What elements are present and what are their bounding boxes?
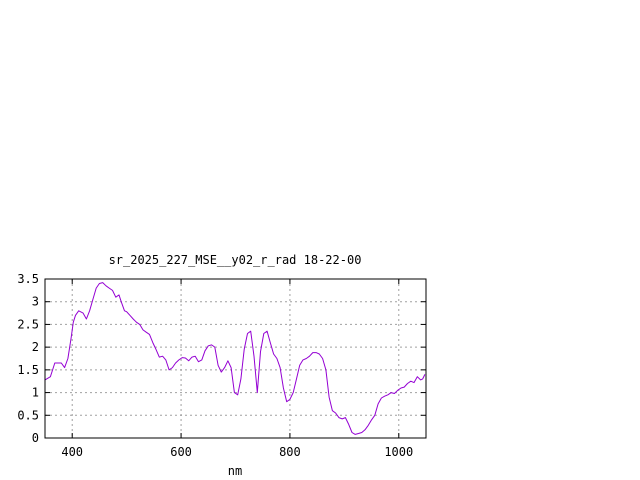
y-tick-label: 2.5 <box>17 317 39 331</box>
grid <box>45 279 426 438</box>
y-tick-label: 0.5 <box>17 408 39 422</box>
x-tick-label: 800 <box>279 445 301 459</box>
y-tick-label: 3.5 <box>17 272 39 286</box>
y-tick-label: 1 <box>32 386 39 400</box>
y-tick-label: 2 <box>32 340 39 354</box>
x-tick-label: 600 <box>170 445 192 459</box>
y-tick-label: 0 <box>32 431 39 445</box>
y-tick-label: 3 <box>32 295 39 309</box>
x-tick-label: 1000 <box>384 445 413 459</box>
x-tick-label: 400 <box>61 445 83 459</box>
x-axis-label: nm <box>228 464 242 478</box>
y-tick-label: 1.5 <box>17 363 39 377</box>
chart-title: sr_2025_227_MSE__y02_r_rad 18-22-00 <box>109 253 362 267</box>
plot-area <box>44 282 426 435</box>
axis-ticks: 0 0.5 1 1.5 2 2.5 3 3.5 400 600 800 1000 <box>17 272 426 459</box>
plot-frame <box>44 278 427 439</box>
spectrum-line <box>44 282 426 435</box>
